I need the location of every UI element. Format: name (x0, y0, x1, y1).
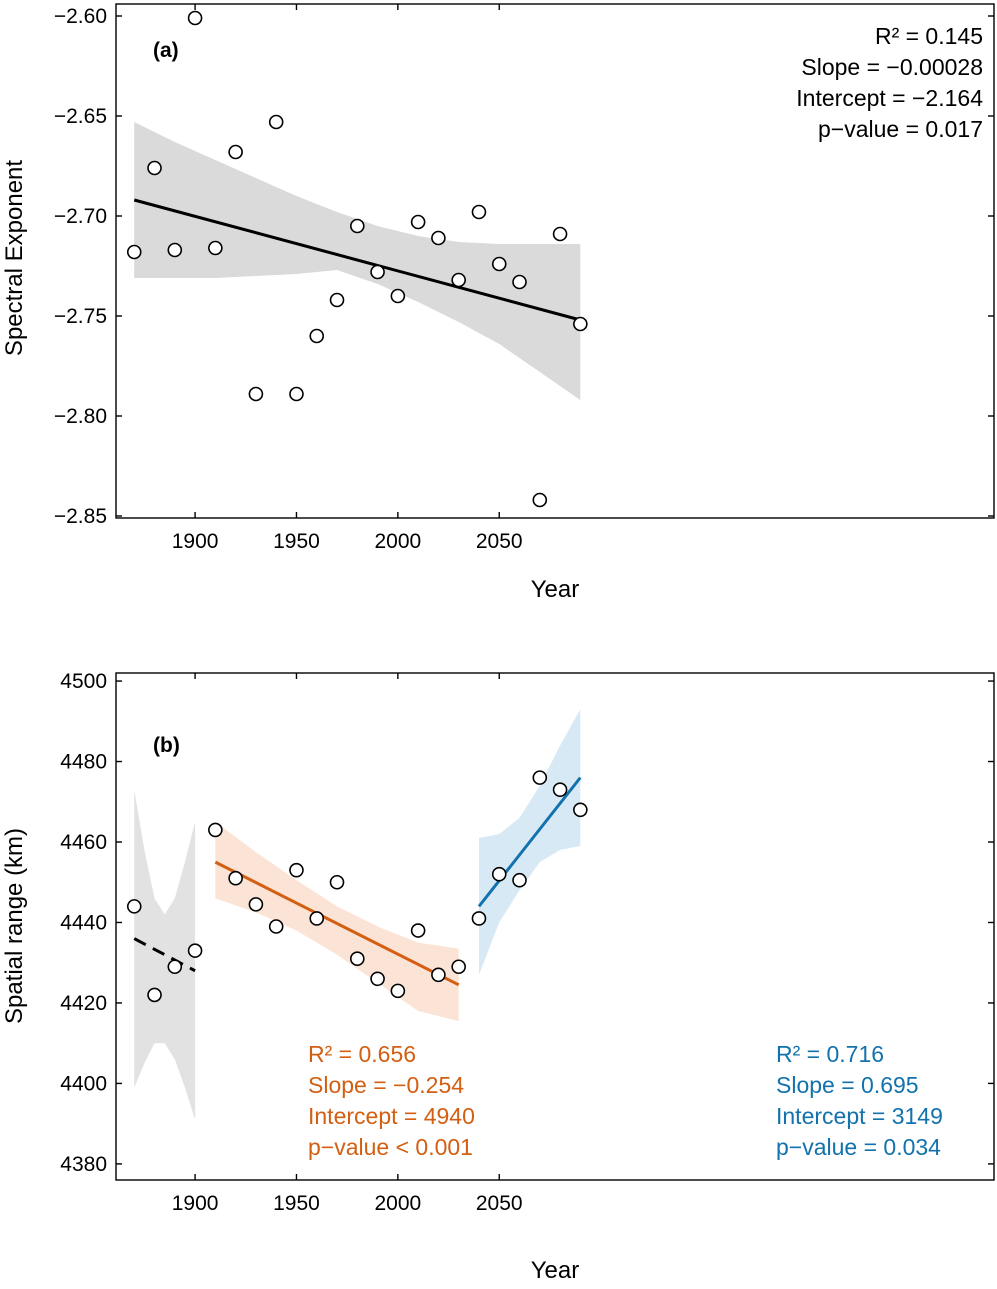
y-tick-label: −2.65 (54, 105, 107, 128)
data-point (126, 899, 142, 914)
data-point (248, 897, 264, 912)
data-point (167, 242, 183, 258)
y-tick-label: 4440 (60, 911, 107, 934)
r-squared-label: R² = 0.145 (875, 23, 983, 49)
data-point (309, 328, 325, 344)
panel-label: (a) (153, 39, 179, 62)
data-point (512, 872, 527, 888)
chart-panel-b: 1900 1950 2000 2050 4380 4400 4420 4440 4460 4480… (1, 670, 995, 1284)
p-value-label: p−value = 0.034 (776, 1134, 941, 1160)
data-point (370, 971, 385, 987)
data-point (208, 240, 223, 256)
intercept-label: Intercept = 4940 (308, 1103, 475, 1129)
data-point (349, 951, 365, 966)
x-tick-label: 1900 (172, 530, 219, 553)
data-point (390, 288, 406, 304)
regression-line-early (133, 937, 196, 973)
data-point (187, 10, 203, 26)
y-tick-label: 4400 (60, 1072, 107, 1095)
data-point (329, 292, 345, 308)
data-point (208, 822, 223, 838)
x-tick-label: 1950 (273, 1192, 320, 1215)
data-point (451, 272, 466, 288)
data-point (147, 160, 162, 176)
y-tick-label: −2.80 (54, 405, 107, 428)
data-point (512, 274, 527, 290)
data-point (532, 492, 548, 508)
data-point (451, 959, 466, 975)
slope-label: Slope = −0.254 (308, 1072, 464, 1098)
data-point (532, 770, 548, 785)
y-tick-label: 4500 (60, 670, 107, 693)
data-point (349, 218, 365, 234)
stats-annotation: R² = 0.716 Slope = 0.695 Intercept = 3149 p… (776, 1041, 943, 1160)
x-axis-title: Year (531, 1257, 580, 1284)
data-point (471, 204, 487, 220)
y-axis-title: Spectral Exponent (1, 160, 28, 356)
x-tick-label: 1900 (172, 1192, 219, 1215)
data-point (491, 256, 507, 272)
r-squared-label: R² = 0.656 (308, 1041, 416, 1067)
data-point (410, 214, 426, 230)
data-point (147, 987, 162, 1003)
data-point (573, 316, 588, 332)
p-value-label: p−value < 0.001 (308, 1134, 473, 1160)
x-tick-label: 2050 (476, 530, 523, 553)
data-point (248, 386, 264, 402)
data-point (289, 862, 304, 878)
y-tick-label: −2.70 (54, 205, 107, 228)
y-tick-label: 4460 (60, 831, 107, 854)
data-point (268, 919, 284, 934)
y-tick-label: −2.75 (54, 305, 107, 328)
chart-panel-a: 1900 1950 2000 2050 −2.85 −2.80 −2.75 −2.70 −2.6… (1, 3, 995, 603)
y-tick-label: 4380 (60, 1153, 107, 1176)
data-point (289, 386, 304, 402)
intercept-label: Intercept = 3149 (776, 1103, 943, 1129)
confidence-band-middle (215, 821, 459, 1022)
data-point (167, 959, 183, 975)
x-tick-label: 2000 (374, 530, 421, 553)
stats-annotation: R² = 0.656 Slope = −0.254 Intercept = 4940… (308, 1041, 475, 1160)
data-point (228, 144, 243, 160)
data-point (552, 782, 568, 797)
y-tick-label: 4480 (60, 751, 107, 774)
p-value-label: p−value = 0.017 (818, 116, 983, 142)
y-tick-label: 4420 (60, 992, 107, 1015)
data-point (370, 264, 385, 280)
x-tick-label: 1950 (273, 530, 320, 553)
data-point (187, 943, 203, 958)
r-squared-label: R² = 0.716 (776, 1041, 884, 1067)
data-point (410, 923, 426, 938)
y-axis-title: Spatial range (km) (1, 828, 28, 1024)
y-tick-label: −2.85 (54, 505, 107, 528)
regression-line-middle (214, 860, 460, 987)
regression-line-overall (133, 198, 581, 322)
data-point (329, 874, 345, 890)
confidence-band-early (134, 789, 196, 1120)
stats-annotation: R² = 0.145 Slope = −0.00028 Intercept = −2… (796, 23, 983, 142)
panel-label: (b) (153, 734, 180, 757)
data-point (552, 226, 568, 242)
data-point (126, 244, 142, 260)
data-point (573, 802, 588, 818)
x-tick-label: 2050 (476, 1192, 523, 1215)
slope-label: Slope = −0.00028 (801, 54, 983, 80)
y-tick-label: −2.60 (54, 5, 107, 28)
data-point (268, 114, 284, 130)
data-point (491, 866, 507, 882)
data-point (228, 870, 243, 886)
plot-frame (115, 672, 995, 1181)
regression-line-late (477, 776, 582, 908)
plot-frame (115, 3, 995, 519)
slope-label: Slope = 0.695 (776, 1072, 919, 1098)
x-axis-title: Year (531, 576, 580, 603)
data-point (431, 967, 446, 983)
x-tick-label: 2000 (374, 1192, 421, 1215)
data-point (390, 983, 406, 999)
data-point (431, 230, 446, 246)
intercept-label: Intercept = −2.164 (796, 85, 983, 111)
data-point (471, 911, 487, 926)
data-point (309, 911, 325, 926)
